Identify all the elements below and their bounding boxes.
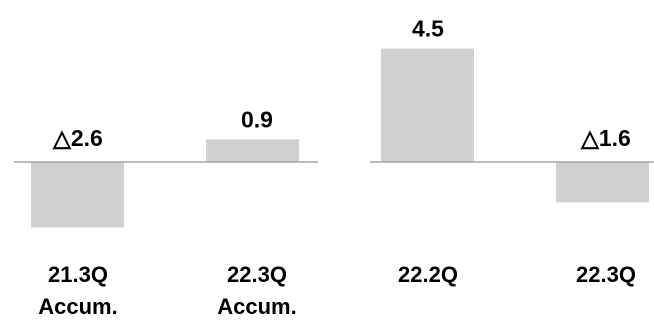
category-label: Accum. — [38, 294, 117, 319]
category-label: 22.3Q — [576, 262, 636, 287]
bar-1-1 — [556, 162, 649, 203]
bar-1-0 — [381, 48, 474, 162]
category-label: 22.2Q — [398, 262, 458, 287]
category-label: 21.3Q — [48, 262, 108, 287]
data-label: 4.5 — [412, 16, 444, 42]
data-label: 0.9 — [241, 106, 273, 132]
data-label: △1.6 — [580, 125, 631, 151]
bar-0-1 — [206, 139, 299, 162]
data-label: △2.6 — [52, 125, 103, 151]
category-label: Accum. — [217, 294, 296, 319]
category-label: 22.3Q — [227, 262, 287, 287]
chart-quarterly: 4.5 △1.6 22.2Q 22.3Q — [370, 16, 654, 287]
bar-0-0 — [31, 162, 124, 228]
chart-accumulated: △2.6 0.9 21.3Q Accum. 22.3Q Accum. — [14, 106, 318, 319]
